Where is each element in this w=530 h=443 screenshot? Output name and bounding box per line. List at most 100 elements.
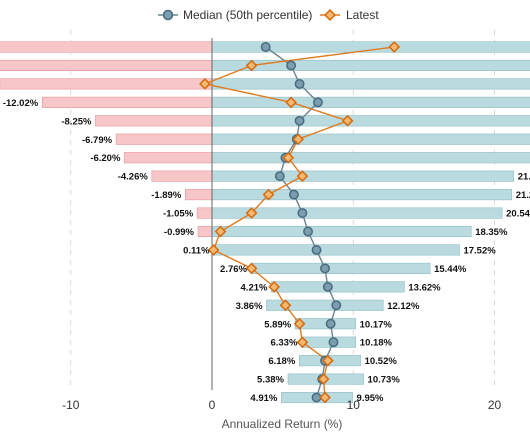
x-axis-title: Annualized Return (%) [222,417,343,431]
median-marker [260,42,271,52]
median-marker [286,60,297,71]
min-value-label: -0.99% [164,227,195,238]
latest-marker [245,262,258,275]
marker-layer [199,41,401,404]
max-value-label: 12.12% [387,301,420,312]
median-marker [325,318,336,329]
negative-bar [196,207,213,219]
legend-latest-marker [323,8,337,22]
negative-bar [124,152,213,164]
min-value-label: 5.89% [264,319,291,330]
min-value-label: 0.11% [183,245,210,256]
max-value-label: 17.52% [463,245,496,256]
latest-marker [319,391,331,404]
median-marker [294,115,305,126]
median-marker [274,171,285,182]
max-value-label: 9.95% [357,393,384,404]
latest-marker [282,151,295,164]
latest-marker [388,41,401,53]
latest-marker [292,133,305,146]
median-marker [328,337,339,348]
latest-marker [321,354,334,367]
negative-bar [41,96,213,108]
negative-bar [151,170,213,182]
min-value-label: -4.26% [118,172,149,183]
min-value-label: -1.89% [151,190,182,201]
positive-bar [211,152,530,164]
bar-layer [0,38,530,404]
min-value-label: 4.91% [250,393,277,404]
min-value-label: -12.02% [3,98,39,109]
legend-median-label: Median (50th percentile) [183,8,312,22]
latest-marker [207,244,220,256]
latest-marker [245,207,258,219]
latest-marker [245,59,258,72]
positive-bar [211,59,530,72]
median-marker [311,245,322,255]
latest-marker [317,373,330,385]
min-value-label: -6.20% [90,153,121,164]
min-value-label: -1.05% [163,209,194,220]
median-marker [294,78,305,89]
max-value-label: 20.54% [506,209,530,220]
negative-bar [197,225,213,238]
min-value-label: 2.76% [220,264,247,275]
x-tick-label: 20 [488,398,502,412]
max-value-label: 10.18% [360,338,393,349]
median-marker [297,208,308,219]
positive-bar [211,225,472,238]
range-bar [213,244,460,256]
range-bar [250,262,431,274]
range-bar [266,299,384,311]
range-bar [271,281,405,293]
latest-marker [199,78,211,90]
negative-bar [185,189,213,201]
min-value-label: -6.79% [82,135,113,146]
negative-bar [115,133,213,145]
min-value-label: 6.18% [268,356,295,367]
median-marker [288,189,299,200]
x-tick-label: 10 [347,398,361,412]
negative-bar [0,59,213,72]
legend-latest-label: Latest [346,8,379,22]
latest-marker [285,96,297,109]
latest-marker [214,225,227,238]
latest-marker [268,280,281,293]
negative-bar [0,78,213,90]
positive-bar [211,170,515,182]
positive-bar [211,96,530,108]
positive-bar [211,189,513,201]
latest-marker [262,188,275,201]
legend-median-marker [162,9,174,21]
min-value-label: 5.38% [257,375,284,386]
negative-bar [0,41,213,53]
max-value-label: 10.52% [365,356,398,367]
latest-marker [296,170,309,183]
x-tick-label: -10 [62,398,80,412]
max-value-label: 15.44% [434,264,467,275]
max-value-label: 10.17% [360,319,393,330]
median-marker [322,281,333,292]
axis-layer: -30-20-10010203040Annualized Return (%) [62,398,502,431]
positive-bar [211,78,530,90]
median-marker [331,300,342,311]
median-marker [320,263,330,274]
min-value-label: -8.25% [61,116,92,127]
legend: Median (50th percentile) Latest [158,8,379,22]
latest-marker [293,317,306,330]
positive-bar [211,115,530,127]
negative-bar [95,115,213,127]
latest-marker [296,336,309,349]
median-marker [312,97,323,108]
max-value-label: 18.35% [475,227,508,238]
latest-marker [279,299,292,312]
max-value-label: 13.62% [408,282,441,293]
latest-marker [341,114,354,127]
min-value-label: 3.86% [236,301,263,312]
max-value-label: 10.73% [368,375,401,386]
max-value-label: 21.22% [516,190,530,201]
x-tick-label: 0 [209,398,216,412]
min-value-label: 6.33% [270,338,297,349]
